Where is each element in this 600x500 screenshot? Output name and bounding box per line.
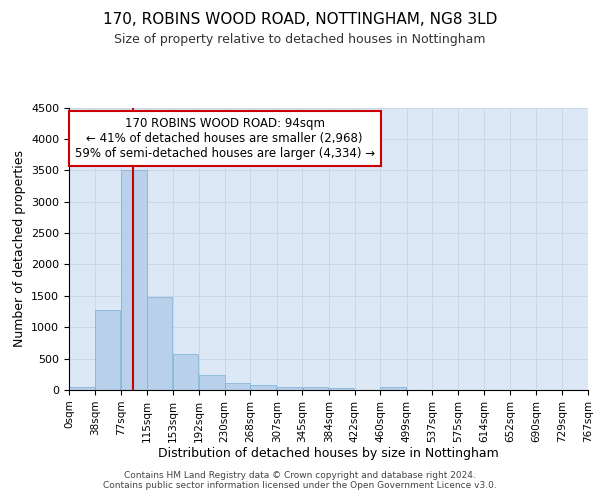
Bar: [329, 388, 355, 390]
Bar: [380, 388, 406, 390]
Bar: [250, 385, 276, 390]
Y-axis label: Number of detached properties: Number of detached properties: [13, 150, 26, 348]
Bar: [173, 354, 198, 390]
Bar: [69, 387, 95, 390]
Bar: [277, 387, 302, 390]
Bar: [199, 375, 224, 390]
Text: Size of property relative to detached houses in Nottingham: Size of property relative to detached ho…: [114, 32, 486, 46]
Text: Contains HM Land Registry data © Crown copyright and database right 2024.
Contai: Contains HM Land Registry data © Crown c…: [103, 470, 497, 490]
Bar: [147, 297, 172, 390]
Bar: [302, 388, 328, 390]
Text: 170 ROBINS WOOD ROAD: 94sqm
← 41% of detached houses are smaller (2,968)
59% of : 170 ROBINS WOOD ROAD: 94sqm ← 41% of det…: [74, 117, 374, 160]
Text: 170, ROBINS WOOD ROAD, NOTTINGHAM, NG8 3LD: 170, ROBINS WOOD ROAD, NOTTINGHAM, NG8 3…: [103, 12, 497, 28]
X-axis label: Distribution of detached houses by size in Nottingham: Distribution of detached houses by size …: [158, 448, 499, 460]
Bar: [121, 170, 146, 390]
Bar: [95, 310, 120, 390]
Bar: [225, 383, 250, 390]
